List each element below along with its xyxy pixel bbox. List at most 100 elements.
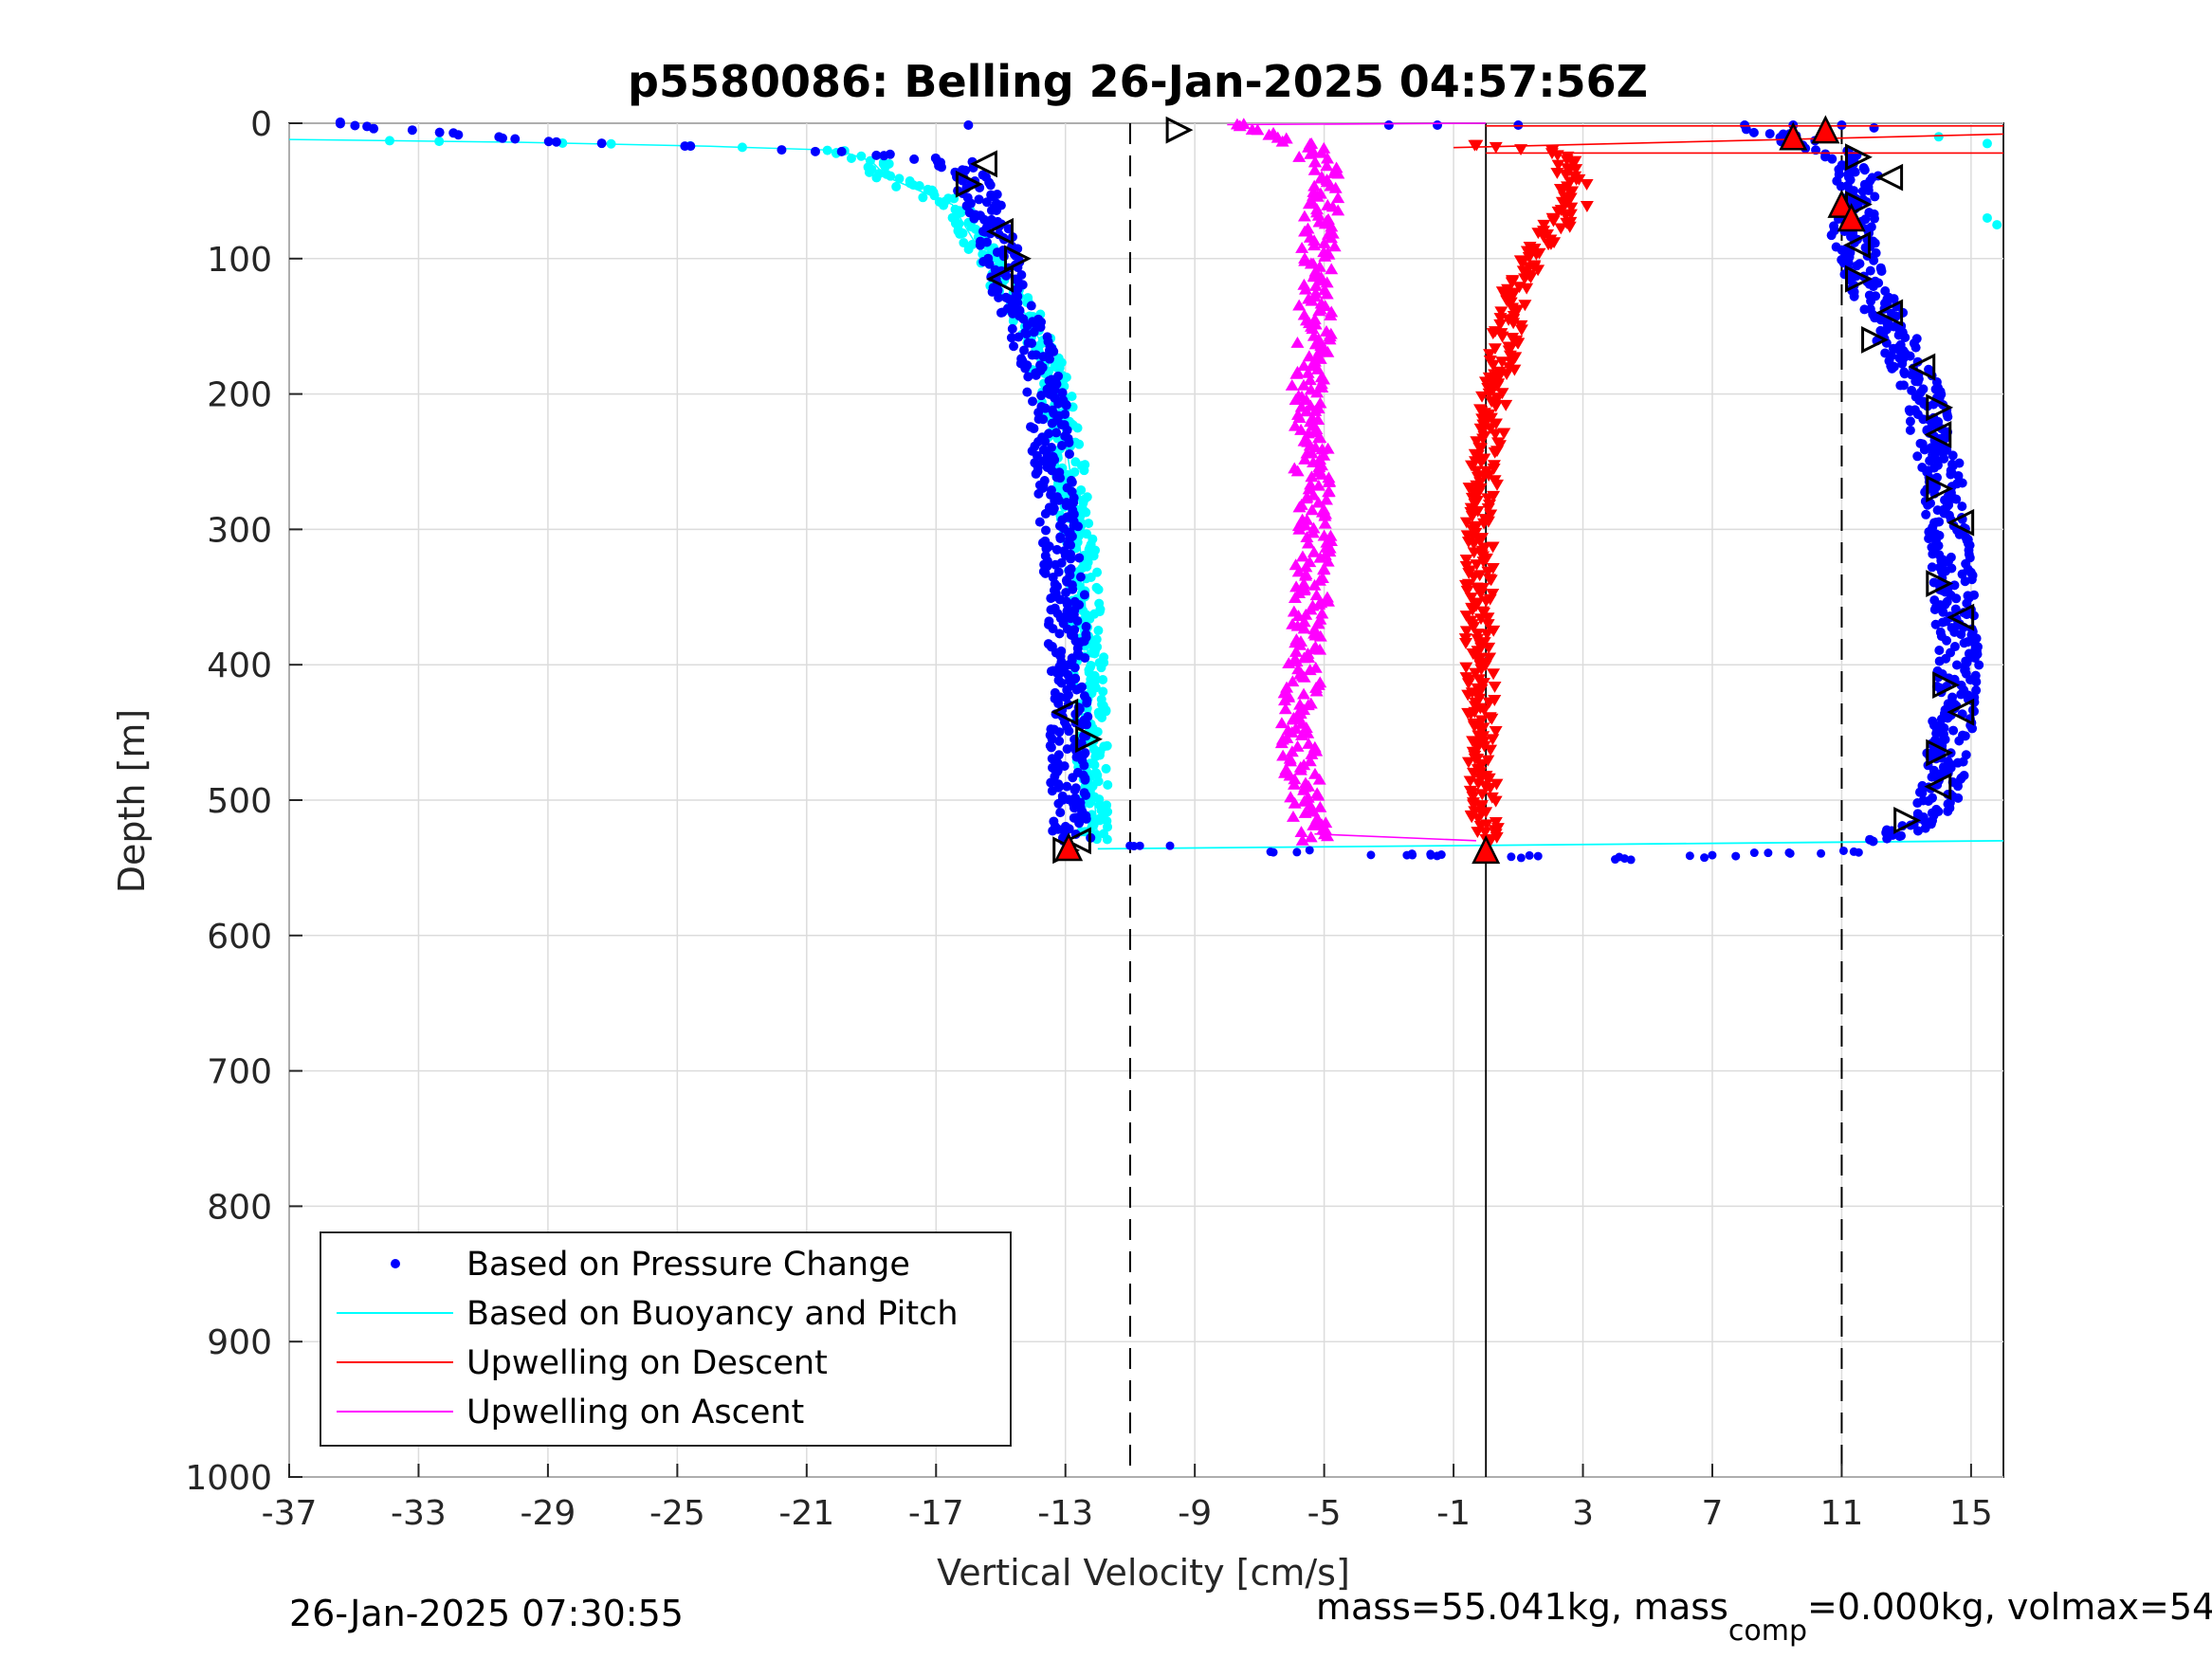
y-tick-label: 600 (207, 918, 272, 957)
pressure-point (1533, 851, 1543, 861)
ascent-upwelling-point (1307, 545, 1321, 557)
ascent-upwelling-point (1274, 737, 1289, 749)
descent-upwelling-point (1484, 574, 1498, 587)
pressure-point (1028, 396, 1038, 407)
pressure-point (1971, 685, 1982, 696)
descent-upwelling-point (1459, 662, 1473, 674)
buoyancy-point (939, 200, 949, 210)
pressure-point (1031, 370, 1041, 380)
pressure-point (975, 240, 985, 250)
pressure-point (936, 162, 946, 173)
pressure-point (1836, 181, 1846, 191)
descent-upwelling-point (1554, 223, 1568, 235)
ascent-upwelling-point (1309, 589, 1324, 601)
descent-upwelling-point (1531, 264, 1545, 277)
ascent-upwelling-point (1278, 702, 1292, 715)
descent-upwelling-point (1461, 757, 1475, 769)
pressure-point (407, 125, 417, 136)
ascent-upwelling-point (1308, 279, 1323, 291)
descent-upwelling-point (1467, 622, 1481, 634)
pressure-point (1046, 777, 1056, 788)
descent-upwelling-point (1469, 465, 1483, 478)
hollow-triangle-marker (1947, 603, 1975, 631)
ascent-upwelling-point (1275, 135, 1289, 147)
pressure-point (1020, 363, 1031, 374)
pressure-point (1948, 725, 1959, 736)
pressure-point (985, 180, 996, 191)
pressure-point (1051, 544, 1062, 555)
descent-upwelling-point (1487, 625, 1501, 637)
ascent-upwelling-point (1318, 509, 1332, 521)
ascent-upwelling-point (1327, 240, 1342, 252)
pressure-point (1035, 322, 1046, 333)
pressure-point (1974, 660, 1984, 670)
pressure-point (1947, 450, 1958, 461)
buoyancy-point (1097, 712, 1107, 722)
ascent-upwelling-point (1307, 239, 1322, 251)
ascent-upwelling-point (1299, 721, 1313, 733)
pressure-point (1054, 727, 1065, 738)
descent-upwelling-point (1484, 835, 1498, 847)
ascent-upwelling-point (1294, 423, 1308, 435)
descent-upwelling-point (1481, 493, 1495, 505)
pressure-point (1135, 841, 1144, 850)
descent-upwelling-point (1471, 449, 1485, 462)
buoyancy-point (1098, 674, 1108, 684)
descent-upwelling-point (1474, 457, 1489, 469)
buoyancy-point (606, 138, 616, 149)
pressure-point (1029, 327, 1039, 337)
buoyancy-point (971, 224, 981, 234)
pressure-point (1053, 398, 1064, 409)
pressure-point (1055, 473, 1066, 483)
descent-upwelling-point (1482, 697, 1496, 709)
ascent-upwelling-point (1320, 159, 1334, 172)
hollow-triangle-marker (1844, 264, 1873, 293)
ascent-upwelling-point (1301, 366, 1315, 378)
pressure-point (1056, 440, 1067, 450)
pressure-point (596, 138, 607, 149)
ascent-upwelling-point (1251, 123, 1265, 136)
pressure-point (1919, 445, 1929, 455)
buoyancy-point (1054, 363, 1065, 374)
pressure-point (986, 205, 996, 215)
ascent-upwelling-point (1295, 833, 1309, 846)
buoyancy-point (959, 238, 969, 248)
buoyancy-point (1096, 663, 1106, 673)
pressure-point (1938, 607, 1948, 617)
pressure-point (1001, 270, 1012, 281)
ascent-upwelling-point (1308, 155, 1323, 168)
descent-upwelling-point (1499, 399, 1513, 411)
ascent-upwelling-point (1304, 147, 1318, 159)
hollow-triangle-marker (1947, 698, 1975, 726)
pressure-point (1516, 853, 1526, 863)
y-axis-ticks: 0 100 200 300 400 500 600 700 800 900 1000 (185, 105, 302, 1498)
ascent-upwelling-point (1298, 225, 1312, 237)
pressure-point (1076, 720, 1087, 730)
pressure-point (1069, 785, 1080, 795)
ascent-upwelling-point (1292, 522, 1307, 535)
pressure-point (1850, 167, 1860, 177)
red-triangle-marker (1472, 835, 1501, 865)
descent-upwelling-point (1476, 556, 1490, 568)
buoyancy-point (434, 137, 445, 147)
descent-upwelling-point (1461, 689, 1475, 702)
pressure-point (1942, 635, 1952, 646)
pressure-point (1925, 456, 1935, 466)
pressure-point (1022, 387, 1033, 397)
pressure-point (1953, 793, 1964, 803)
ascent-upwelling-point (1292, 411, 1307, 424)
pressure-point (1827, 154, 1837, 164)
hollow-triangle-marker (1924, 421, 1952, 448)
ascent-upwelling-point (1310, 386, 1325, 398)
descent-upwelling-point (1465, 511, 1479, 522)
pressure-point (909, 154, 920, 164)
buoyancy-point (1982, 212, 1992, 223)
buoyancy-point (1089, 648, 1100, 659)
pressure-point (1048, 826, 1058, 836)
pressure-point (1048, 624, 1058, 634)
ascent-upwelling-point (1286, 713, 1300, 725)
ascent-upwelling-point (1292, 151, 1307, 162)
pressure-point (1069, 803, 1079, 813)
descent-upwelling-point (1500, 369, 1514, 380)
descent-upwelling-point (1490, 778, 1504, 791)
